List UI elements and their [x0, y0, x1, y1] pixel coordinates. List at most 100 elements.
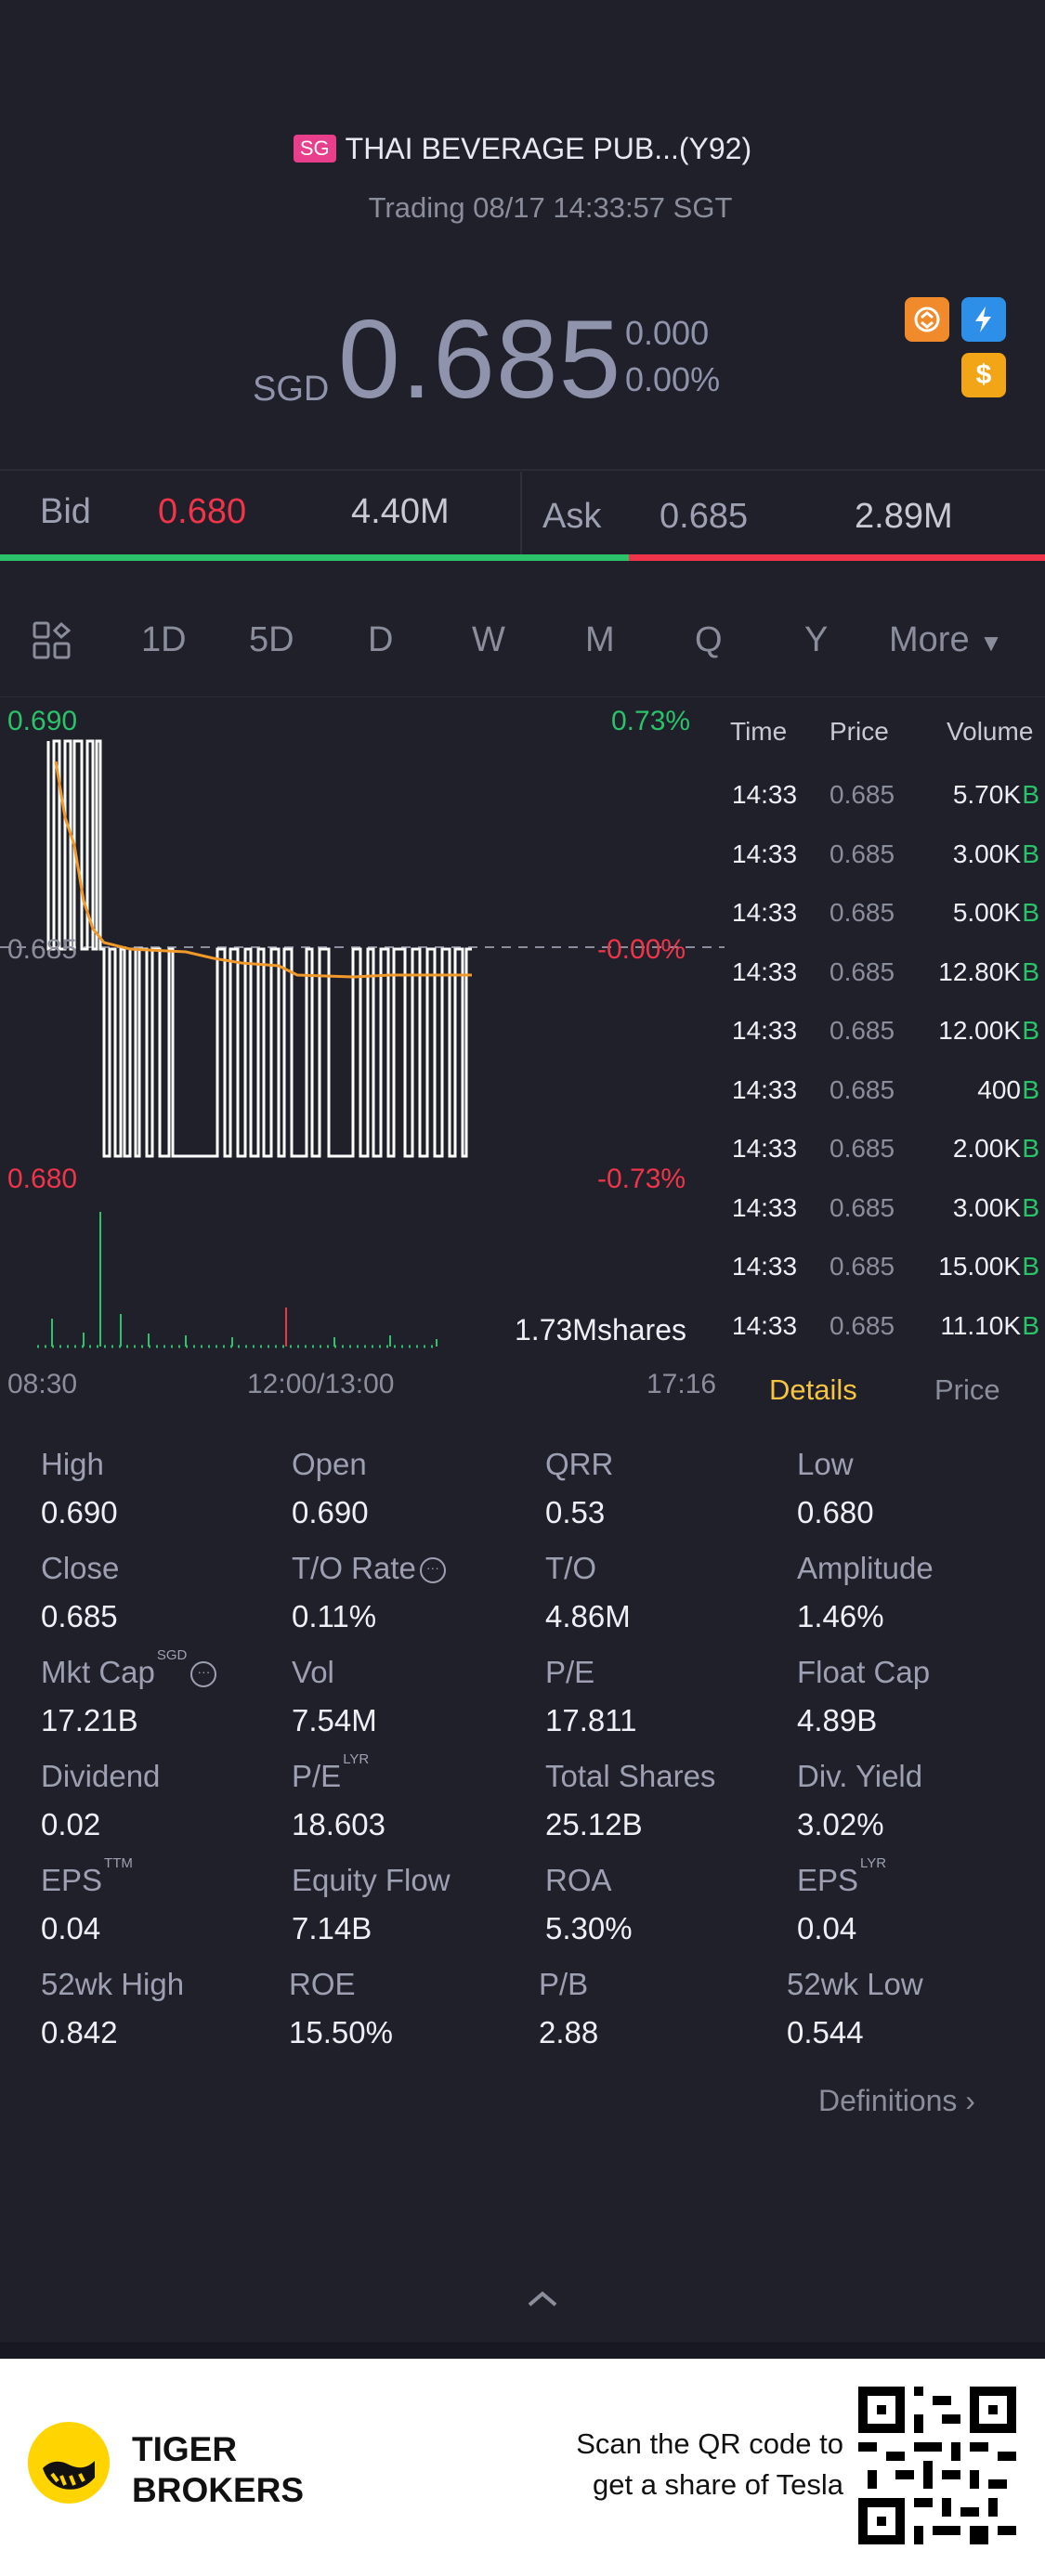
- bid-strength-bar: [0, 554, 629, 561]
- tab-w[interactable]: W: [472, 620, 505, 659]
- float-cap-value: 4.89B: [797, 1703, 878, 1737]
- brand-line1: TIGER: [132, 2430, 238, 2468]
- float-cap-label: Float Cap: [797, 1655, 931, 1689]
- ask-volume: 2.89M: [855, 497, 953, 536]
- trade-price: 0.685: [829, 956, 895, 986]
- vol-label: Vol: [292, 1655, 334, 1689]
- chevron-right-icon: ›: [965, 2084, 975, 2117]
- time-start: 08:30: [7, 1369, 78, 1399]
- trades-header-time: Time: [730, 717, 788, 746]
- price-change-pct: 0.00%: [625, 360, 721, 398]
- caret-down-icon: ▼: [979, 629, 1003, 657]
- dividend-value: 0.02: [41, 1807, 101, 1841]
- trade-volume: 3.00K: [952, 839, 1021, 868]
- tab-d[interactable]: D: [368, 620, 394, 659]
- trade-side-flag: B: [1022, 1192, 1039, 1222]
- qrr-label: QRR: [545, 1447, 614, 1481]
- promo-text: Scan the QR code to get a share of Tesla: [520, 2424, 843, 2505]
- trade-volume: 400: [977, 1074, 1021, 1104]
- dollar-icon[interactable]: $: [961, 353, 1006, 397]
- low-label: Low: [797, 1447, 854, 1481]
- roa-label: ROA: [545, 1863, 612, 1897]
- definitions-link[interactable]: Definitions ›: [818, 2084, 975, 2118]
- trade-volume: 11.10K: [940, 1310, 1021, 1340]
- eps-ttm-label: EPS TTM: [41, 1855, 133, 1897]
- tab-y[interactable]: Y: [804, 620, 829, 659]
- chart-low-pct: -0.73%: [597, 1164, 686, 1194]
- trade-price: 0.685: [829, 1310, 895, 1340]
- eps-lyr-value: 0.04: [797, 1911, 857, 1945]
- more-label: More: [889, 620, 970, 659]
- trade-price: 0.685: [829, 1252, 895, 1281]
- chart-low-label: 0.680: [7, 1164, 78, 1194]
- amplitude-value: 1.46%: [797, 1599, 884, 1633]
- more-dropdown[interactable]: More ▼: [889, 620, 1003, 660]
- trade-volume: 2.00K: [952, 1134, 1021, 1163]
- div-yield-label: Div. Yield: [797, 1759, 923, 1793]
- tab-q[interactable]: Q: [695, 620, 723, 659]
- more-info-icon[interactable]: ···: [419, 1557, 446, 1584]
- div-yield-value: 3.02%: [797, 1807, 884, 1841]
- ask-price: 0.685: [660, 497, 749, 536]
- trade-time: 14:33: [732, 839, 798, 868]
- ask-label: Ask: [542, 497, 602, 536]
- pe-value: 17.811: [545, 1703, 637, 1737]
- trade-price: 0.685: [829, 1134, 895, 1163]
- trade-time: 14:33: [732, 1074, 798, 1104]
- trade-time: 14:33: [732, 898, 798, 927]
- volume-bars: [37, 1212, 438, 1348]
- open-label: Open: [292, 1447, 367, 1481]
- qrr-value: 0.53: [545, 1495, 606, 1529]
- promo-line1: Scan the QR code to: [576, 2427, 843, 2460]
- stock-name: THAI BEVERAGE PUB...(Y92): [345, 132, 752, 165]
- total-shares-value: 25.12B: [545, 1807, 643, 1841]
- brand-line2: BROKERS: [132, 2471, 305, 2509]
- roe-value: 15.50%: [289, 2015, 393, 2049]
- high-label: High: [41, 1447, 104, 1481]
- bid-volume: 4.40M: [351, 492, 450, 531]
- bid-price: 0.680: [158, 492, 247, 531]
- trade-time: 14:33: [732, 1134, 798, 1163]
- chart-mid-pct: -0.00%: [597, 934, 686, 965]
- trade-volume: 5.00K: [952, 898, 1021, 927]
- stock-title[interactable]: SG THAI BEVERAGE PUB...(Y92): [0, 132, 1045, 166]
- chart-area: [0, 696, 1045, 1403]
- 52wk-high-label: 52wk High: [41, 1967, 185, 2001]
- roa-value: 5.30%: [545, 1911, 633, 1945]
- eps-ttm-value: 0.04: [41, 1911, 101, 1945]
- vol-value: 7.54M: [292, 1703, 377, 1737]
- trade-side-flag: B: [1022, 1074, 1039, 1104]
- pb-label: P/B: [539, 1967, 589, 2001]
- tab-5d[interactable]: 5D: [249, 620, 294, 659]
- chevron-up-icon[interactable]: [526, 2288, 559, 2313]
- trade-time: 14:33: [732, 956, 798, 986]
- 52wk-high-value: 0.842: [41, 2015, 118, 2049]
- dividend-label: Dividend: [41, 1759, 161, 1793]
- intraday-chart[interactable]: [0, 706, 725, 1356]
- trades-header-volume: Volume: [947, 717, 1034, 746]
- pe-lyr-label: P/E LYR: [292, 1751, 370, 1793]
- open-value: 0.690: [292, 1495, 369, 1529]
- more-info-icon[interactable]: ···: [190, 1661, 217, 1688]
- exchange-icon[interactable]: [905, 297, 949, 342]
- lightning-icon[interactable]: [961, 297, 1006, 342]
- ask-strength-bar: [629, 554, 1045, 561]
- price-change: 0.000: [625, 314, 710, 352]
- time-mid: 12:00/13:00: [247, 1369, 395, 1399]
- tab-m[interactable]: M: [585, 620, 615, 659]
- tab-price[interactable]: Price: [934, 1373, 1000, 1406]
- tab-details[interactable]: Details: [769, 1373, 857, 1406]
- trade-side-flag: B: [1022, 1134, 1039, 1163]
- pe-label: P/E: [545, 1655, 595, 1689]
- tab-1d[interactable]: 1D: [141, 620, 187, 659]
- currency-label: SGD: [253, 370, 330, 409]
- close-label: Close: [41, 1551, 120, 1585]
- trade-time: 14:33: [732, 1252, 798, 1281]
- grid-layout-icon[interactable]: [32, 620, 72, 666]
- trade-side-flag: B: [1022, 956, 1039, 986]
- trade-price: 0.685: [829, 1016, 895, 1045]
- market-badge: SG: [293, 134, 336, 163]
- trading-status: Trading 08/17 14:33:57 SGT: [368, 191, 733, 224]
- 52wk-low-value: 0.544: [787, 2015, 864, 2049]
- definitions-label: Definitions: [818, 2084, 958, 2117]
